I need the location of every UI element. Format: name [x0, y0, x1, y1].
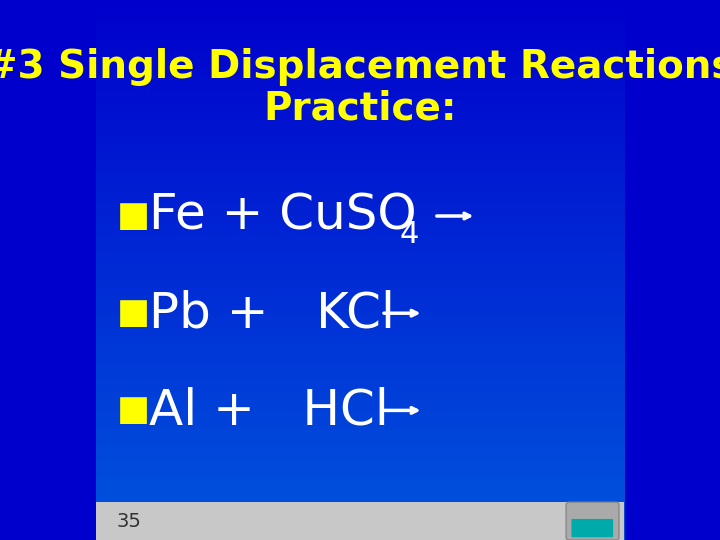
Text: ■: ■	[117, 296, 150, 330]
Text: 4: 4	[400, 220, 419, 249]
Text: ■: ■	[117, 394, 150, 427]
FancyBboxPatch shape	[572, 519, 613, 537]
Text: Practice:: Practice:	[264, 89, 456, 127]
FancyBboxPatch shape	[96, 502, 624, 540]
Text: Pb +   KCl: Pb + KCl	[148, 289, 395, 337]
Text: #3 Single Displacement Reactions: #3 Single Displacement Reactions	[0, 49, 720, 86]
FancyBboxPatch shape	[566, 502, 619, 540]
Text: Fe + CuSO: Fe + CuSO	[148, 192, 416, 240]
Text: Al +   HCl: Al + HCl	[148, 387, 389, 434]
Text: ■: ■	[117, 199, 150, 233]
Text: 35: 35	[117, 511, 142, 531]
